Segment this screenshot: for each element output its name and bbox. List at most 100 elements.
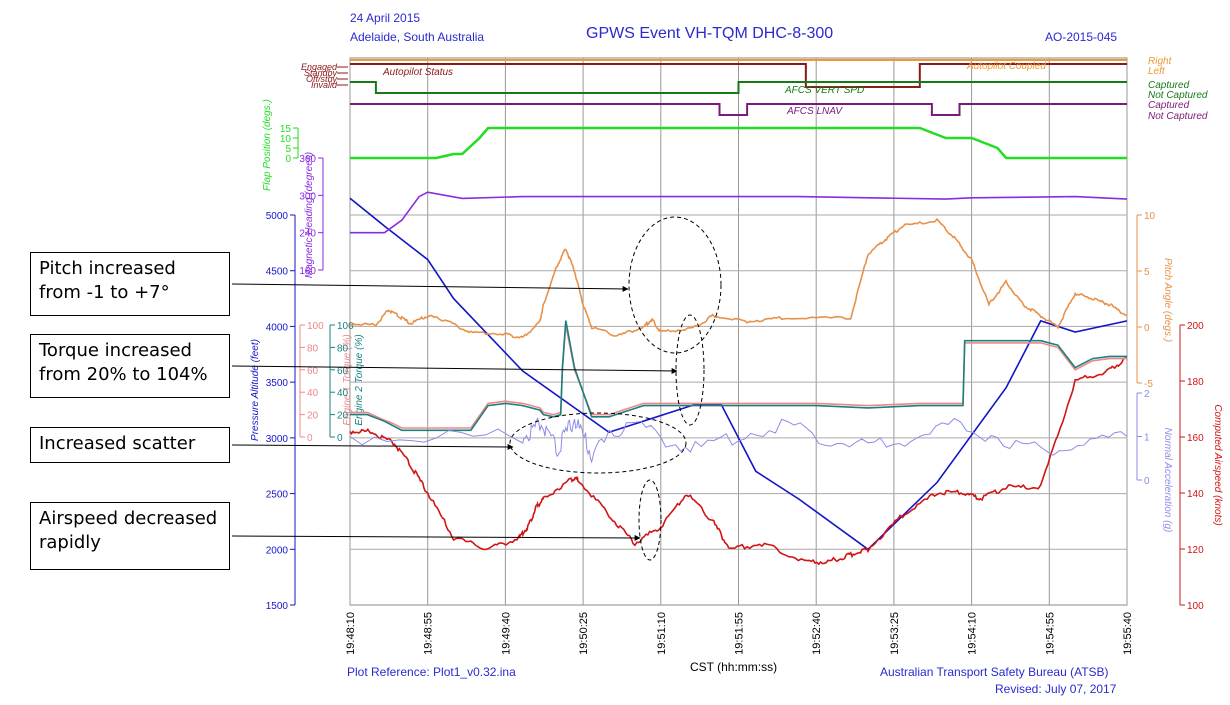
axis-tick-label: 360 xyxy=(299,154,316,165)
chart-grid xyxy=(349,57,1128,606)
axis-computed-airspeed-knots-: 100 120 140 160 180 200 Computed Airspeed (kno… xyxy=(1179,321,1223,612)
callout-torque: Torque increased from 20% to 104% xyxy=(30,334,230,398)
axis-tick-label: 40 xyxy=(337,388,349,399)
axis-title: Flap Position (degs.) xyxy=(262,99,273,191)
axis-tick-label: 60 xyxy=(337,366,349,377)
callout-pitch: Pitch increased from -1 to +7° xyxy=(30,252,230,316)
axis-tick-label: 2 xyxy=(1144,389,1150,400)
axis-tick-label: 3500 xyxy=(266,378,289,389)
autopilot-status-level: Off/stby xyxy=(306,74,338,84)
series-line xyxy=(350,126,1127,160)
axis-title: Computed Airspeed (knots) xyxy=(1212,404,1223,525)
axis-tick-label: 2500 xyxy=(266,490,289,501)
axis-pitch-angle-degs-: -5 0 5 10 Pitch Angle (degs.) xyxy=(1136,211,1173,390)
x-tick-label: 19:51:55 xyxy=(734,612,746,655)
discrete-name: AFCS VERT SPD xyxy=(784,85,864,96)
axis-tick-label: 40 xyxy=(307,388,319,399)
x-tick-label: 19:52:40 xyxy=(811,612,823,655)
report-reference: AO-2015-045 xyxy=(1045,30,1118,44)
axis-tick-label: 100 xyxy=(337,321,354,332)
discrete-name: Autopilot Coupled xyxy=(966,61,1046,72)
x-tick-label: 19:55:40 xyxy=(1122,612,1134,655)
x-tick-label: 19:49:40 xyxy=(500,612,512,655)
series-line xyxy=(350,320,1127,432)
annotation-ellipse xyxy=(509,412,687,474)
annotations xyxy=(231,216,722,561)
callout-scatter: Increased scatter xyxy=(30,427,230,463)
callout-airspeed: Airspeed decreased rapidly xyxy=(30,502,230,570)
annotation-arrow xyxy=(231,534,641,541)
axis-tick-label: 180 xyxy=(1187,377,1204,388)
axis-tick-label: 160 xyxy=(1187,433,1204,444)
x-tick-label: 19:53:25 xyxy=(889,612,901,655)
annotation-ellipse xyxy=(638,479,662,561)
axis-tick-label: 200 xyxy=(1187,321,1204,332)
axis-tick-label: 180 xyxy=(299,266,316,277)
x-tick-label: 19:54:55 xyxy=(1044,612,1056,655)
chart-axes: 15002000250030003500400045005000Pressure… xyxy=(250,99,1223,612)
axis-tick-label: 10 xyxy=(1144,211,1156,222)
axis-tick-label: 240 xyxy=(299,229,316,240)
series-line xyxy=(349,217,1128,339)
axis-tick-label: 0 xyxy=(307,433,313,444)
chart-title: GPWS Event VH-TQM DHC-8-300 xyxy=(586,25,834,42)
plot-reference: Plot Reference: Plot1_v0.32.ina xyxy=(347,665,516,679)
x-tick-label: 19:48:55 xyxy=(423,612,435,655)
axis-engine-1-torque-: 0 20 40 60 80 100 Engine 1 Torque (%) xyxy=(299,321,353,444)
vert-spd-level: Captured xyxy=(1148,80,1190,91)
x-tick-label: 19:50:25 xyxy=(578,612,590,655)
axis-tick-label: 1500 xyxy=(266,601,289,612)
axis-tick-label: 5000 xyxy=(266,211,289,222)
autopilot-status-line xyxy=(350,63,1127,88)
axis-tick-label: 20 xyxy=(307,411,319,422)
axis-tick-label: 80 xyxy=(337,343,349,354)
axis-tick-label: 3000 xyxy=(266,434,289,445)
axis-tick-label: 100 xyxy=(307,321,324,332)
autopilot-status-level: Standby xyxy=(304,68,338,78)
x-axis-ticks: 19:48:10 19:48:55 19:49:40 19:50:25 19:51:10… xyxy=(345,612,1134,655)
annotation-arrow xyxy=(231,443,514,450)
x-tick-label: 19:48:10 xyxy=(345,612,357,655)
vert-spd-line xyxy=(350,81,1127,94)
annotation-arrow xyxy=(231,283,629,292)
axis-tick-label: 0 xyxy=(1144,476,1150,487)
axis-tick-label: 1 xyxy=(1144,433,1150,444)
axis-tick-label: 0 xyxy=(285,154,291,165)
axis-tick-label: 5 xyxy=(1144,267,1150,278)
series-line xyxy=(349,416,1128,464)
annotation-ellipse xyxy=(675,314,705,426)
axis-tick-label: 4000 xyxy=(266,322,289,333)
axis-title: Pressure Altitude (feet) xyxy=(250,339,261,441)
axis-title: Normal Acceleration (g) xyxy=(1162,428,1173,533)
annotation-arrow xyxy=(231,365,678,374)
autopilot-status-level: Engaged xyxy=(301,62,338,72)
coupled-level: Left xyxy=(1148,66,1166,77)
axis-title: Magnetic Heading (degrees) xyxy=(304,152,315,278)
axis-tick-label: 15 xyxy=(280,124,292,135)
discrete-name: Autopilot Status xyxy=(382,67,453,78)
organisation: Australian Transport Safety Bureau (ATSB… xyxy=(880,665,1109,679)
x-tick-label: 19:54:10 xyxy=(967,612,979,655)
series-line xyxy=(350,191,1128,234)
axis-tick-label: 0 xyxy=(1144,323,1150,334)
axis-title: Engine 2 Torque (%) xyxy=(354,334,365,425)
event-date: 24 April 2015 xyxy=(350,11,421,25)
series-line xyxy=(350,324,1127,429)
axis-tick-label: 4500 xyxy=(266,267,289,278)
axis-tick-label: 20 xyxy=(337,411,349,422)
x-tick-label: 19:51:10 xyxy=(656,612,668,655)
coupled-level: Right xyxy=(1148,56,1173,67)
axis-title: Engine 1 Torque (%) xyxy=(342,334,353,425)
lnav-line xyxy=(350,103,1127,116)
axis-tick-label: -5 xyxy=(1144,379,1153,390)
x-axis-label: CST (hh:mm:ss) xyxy=(690,660,778,674)
